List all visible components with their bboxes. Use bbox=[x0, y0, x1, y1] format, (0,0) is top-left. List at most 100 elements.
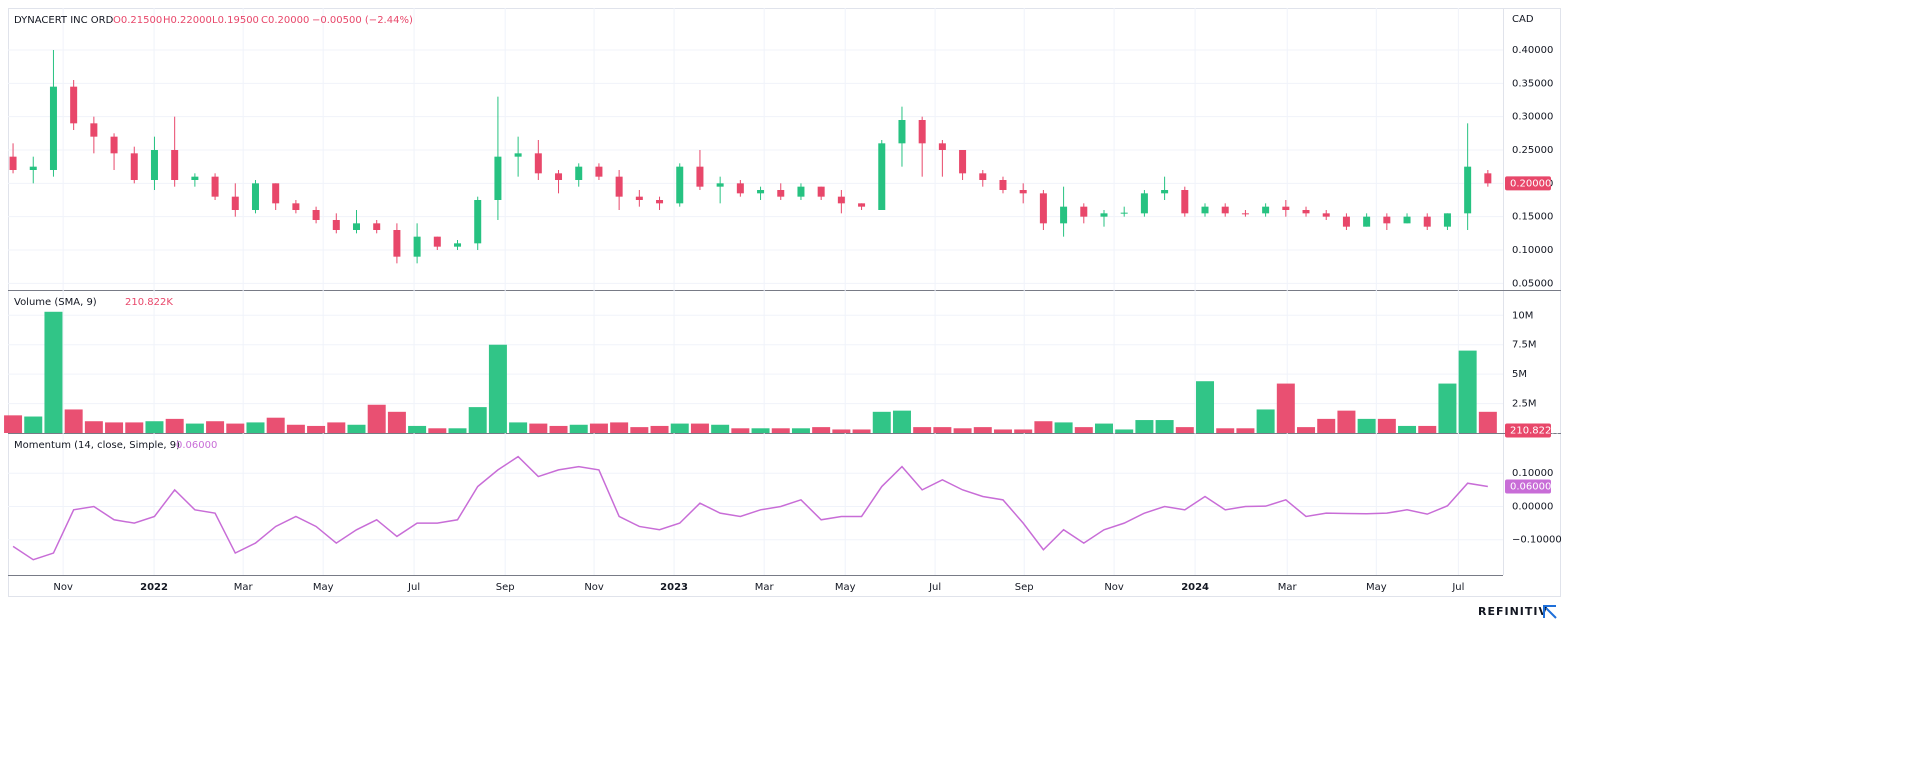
candle-body bbox=[110, 136, 118, 154]
volume-bar bbox=[307, 425, 326, 433]
candle-body bbox=[817, 186, 825, 197]
volume-bar bbox=[1034, 421, 1053, 433]
candle-body bbox=[413, 236, 421, 257]
volume-bar bbox=[1094, 423, 1113, 433]
momentum-value: 0.06000 bbox=[176, 440, 217, 451]
x-tick-label: Sep bbox=[496, 582, 515, 593]
volume-bar bbox=[852, 429, 871, 433]
x-tick-label: 2022 bbox=[140, 582, 168, 593]
candle-body bbox=[1100, 213, 1108, 217]
volume-bar bbox=[630, 427, 649, 433]
candle-body bbox=[1201, 206, 1209, 214]
candle-body bbox=[1464, 166, 1472, 214]
volume-bar bbox=[367, 404, 386, 433]
volume-bar bbox=[84, 421, 103, 433]
candle-body bbox=[393, 230, 401, 257]
candle-body bbox=[1484, 173, 1492, 184]
frame bbox=[8, 8, 1561, 597]
candle-body bbox=[555, 173, 563, 180]
volume-bar bbox=[913, 427, 932, 433]
candle-body bbox=[352, 223, 360, 230]
candle-body bbox=[494, 156, 502, 200]
volume-bar bbox=[872, 411, 891, 433]
volume-bar bbox=[650, 425, 669, 433]
y-tick-label: 0.00000 bbox=[1512, 501, 1553, 512]
y-tick-label: 0.40000 bbox=[1512, 45, 1553, 56]
candle-body bbox=[49, 86, 57, 170]
candle-body bbox=[1282, 206, 1290, 210]
currency: CAD bbox=[1512, 14, 1534, 25]
volume-bar bbox=[933, 427, 952, 433]
x-tick-label: Nov bbox=[1104, 582, 1124, 593]
brand-logo bbox=[1543, 605, 1557, 619]
candle-body bbox=[1262, 206, 1270, 214]
x-tick-label: Jul bbox=[407, 582, 420, 593]
candle-body bbox=[938, 143, 946, 150]
volume-bar bbox=[973, 427, 992, 433]
y-tick-label: 0.10000 bbox=[1512, 468, 1553, 479]
candle-body bbox=[1140, 193, 1148, 214]
candle-body bbox=[777, 190, 785, 197]
volume-title: Volume (SMA, 9) bbox=[14, 297, 97, 308]
volume-bar bbox=[1236, 428, 1255, 433]
volume-bar bbox=[1418, 425, 1437, 433]
volume-bar bbox=[1115, 429, 1134, 433]
candle-body bbox=[1322, 213, 1330, 217]
candle-body bbox=[454, 243, 462, 247]
value-marker bbox=[1505, 176, 1551, 191]
candle-body bbox=[1342, 216, 1350, 227]
x-tick-label: May bbox=[313, 582, 334, 593]
candle-body bbox=[1241, 213, 1249, 215]
volume-bar bbox=[428, 428, 447, 433]
candle-body bbox=[575, 166, 583, 180]
y-tick-label: 0.05000 bbox=[1512, 278, 1553, 289]
volume-bar bbox=[832, 429, 851, 433]
candle-body bbox=[292, 203, 300, 210]
volume-bar bbox=[347, 424, 366, 433]
candle-body bbox=[231, 196, 239, 210]
volume-bar bbox=[24, 416, 43, 433]
volume-bar bbox=[327, 422, 346, 433]
volume-bar bbox=[145, 421, 164, 433]
candle-body bbox=[1120, 212, 1128, 214]
volume-bar bbox=[185, 423, 204, 433]
x-tick-label: Jul bbox=[1451, 582, 1464, 593]
volume-bar bbox=[206, 421, 225, 433]
volume-bar bbox=[286, 424, 305, 433]
y-tick-label: 0.10000 bbox=[1512, 245, 1553, 256]
x-tick-label: Jul bbox=[928, 582, 941, 593]
x-tick-label: May bbox=[835, 582, 856, 593]
candle-body bbox=[171, 150, 179, 180]
volume-bar bbox=[408, 425, 427, 433]
volume-bar bbox=[589, 423, 608, 433]
candle-body bbox=[999, 180, 1007, 190]
volume-bar bbox=[44, 311, 63, 433]
candle-body bbox=[1383, 216, 1391, 224]
volume-bar bbox=[1377, 418, 1396, 433]
volume-bar bbox=[1317, 418, 1336, 433]
candle-body bbox=[736, 183, 744, 194]
y-tick-label: 7.5M bbox=[1512, 340, 1537, 351]
volume-bar bbox=[993, 429, 1012, 433]
volume-bar bbox=[468, 407, 487, 433]
volume-bar bbox=[690, 423, 709, 433]
candle-body bbox=[656, 200, 664, 204]
volume-bar bbox=[791, 428, 810, 433]
candle-body bbox=[514, 153, 522, 157]
candle-body bbox=[858, 203, 866, 207]
open-label: O0.21500 bbox=[113, 15, 162, 26]
candle-body bbox=[191, 176, 199, 180]
candle-body bbox=[90, 123, 98, 137]
candle-body bbox=[130, 153, 138, 180]
candle-body bbox=[332, 220, 340, 230]
volume-bar bbox=[1054, 422, 1073, 433]
volume-bar bbox=[549, 425, 568, 433]
candle-body bbox=[373, 223, 381, 230]
y-tick-label: 5M bbox=[1512, 369, 1527, 380]
volume-bar bbox=[1297, 427, 1316, 433]
candle-body bbox=[898, 120, 906, 144]
low-label: L0.19500 bbox=[212, 15, 259, 26]
candle-body bbox=[797, 186, 805, 197]
marks bbox=[4, 50, 1497, 561]
candle-body bbox=[211, 176, 219, 197]
